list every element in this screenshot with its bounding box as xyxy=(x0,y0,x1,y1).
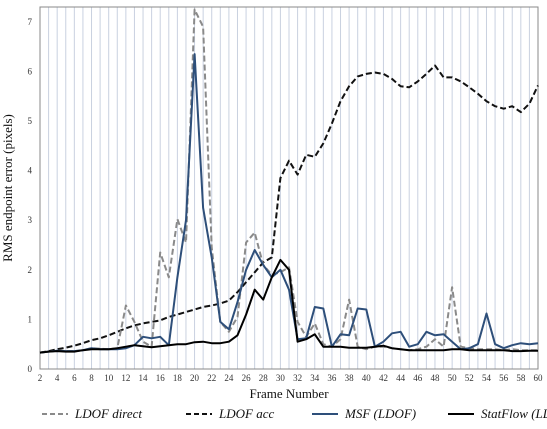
x-tick-label: 6 xyxy=(72,373,77,383)
y-tick-label: 3 xyxy=(28,215,33,225)
legend: LDOF direct LDOF acc MSF (LDOF) StatFlow (L… xyxy=(42,406,547,421)
x-tick-label: 10 xyxy=(104,373,114,383)
x-axis-ticks: 2 4 6 8 10 12 14 16 18 20 22 24 26 28 30 32 34 36 38 40 42 44… xyxy=(38,373,543,383)
x-tick-label: 2 xyxy=(38,373,43,383)
x-axis-label: Frame Number xyxy=(249,386,329,401)
x-tick-label: 28 xyxy=(259,373,269,383)
x-tick-label: 48 xyxy=(430,373,440,383)
x-tick-label: 32 xyxy=(293,373,302,383)
x-tick-label: 8 xyxy=(89,373,94,383)
x-tick-label: 12 xyxy=(121,373,130,383)
x-tick-label: 52 xyxy=(465,373,474,383)
x-tick-label: 36 xyxy=(327,373,337,383)
y-tick-label: 7 xyxy=(28,17,33,27)
x-tick-label: 60 xyxy=(534,373,544,383)
y-tick-label: 5 xyxy=(28,116,33,126)
legend-label: StatFlow (LDOF) xyxy=(481,406,547,421)
legend-label: LDOF acc xyxy=(218,406,274,421)
x-tick-label: 22 xyxy=(207,373,216,383)
series-line-msf-ldof xyxy=(39,53,539,354)
y-tick-label: 6 xyxy=(28,66,33,76)
y-tick-label: 2 xyxy=(28,265,33,275)
x-tick-label: 58 xyxy=(516,373,526,383)
series-lines xyxy=(39,8,539,354)
x-tick-label: 50 xyxy=(448,373,458,383)
series-line-ldof-direct xyxy=(39,8,538,354)
y-tick-label: 0 xyxy=(28,364,33,374)
series-line-ldof-acc xyxy=(39,64,539,354)
x-tick-label: 20 xyxy=(190,373,200,383)
series-line-statflow-ldof xyxy=(39,258,538,354)
x-tick-label: 18 xyxy=(173,373,183,383)
x-tick-label: 56 xyxy=(499,373,509,383)
x-tick-label: 38 xyxy=(345,373,355,383)
x-tick-label: 54 xyxy=(482,373,492,383)
x-tick-label: 30 xyxy=(276,373,286,383)
x-tick-label: 46 xyxy=(413,373,423,383)
legend-label: MSF (LDOF) xyxy=(344,406,416,421)
x-tick-label: 26 xyxy=(242,373,252,383)
y-tick-label: 1 xyxy=(28,314,33,324)
plot-area xyxy=(39,6,539,370)
x-tick-label: 34 xyxy=(310,373,320,383)
y-tick-label: 4 xyxy=(28,166,33,176)
x-tick-label: 44 xyxy=(396,373,406,383)
x-tick-label: 42 xyxy=(379,373,388,383)
y-axis-ticks: 0 1 2 3 4 5 6 7 xyxy=(28,17,33,374)
x-tick-label: 14 xyxy=(139,373,149,383)
legend-label: LDOF direct xyxy=(74,406,142,421)
x-tick-label: 24 xyxy=(224,373,234,383)
x-tick-label: 16 xyxy=(156,373,166,383)
grid-lines xyxy=(39,7,539,369)
x-tick-label: 4 xyxy=(55,373,60,383)
y-axis-label: RMS endpoint error (pixels) xyxy=(0,114,15,262)
x-tick-label: 40 xyxy=(362,373,372,383)
